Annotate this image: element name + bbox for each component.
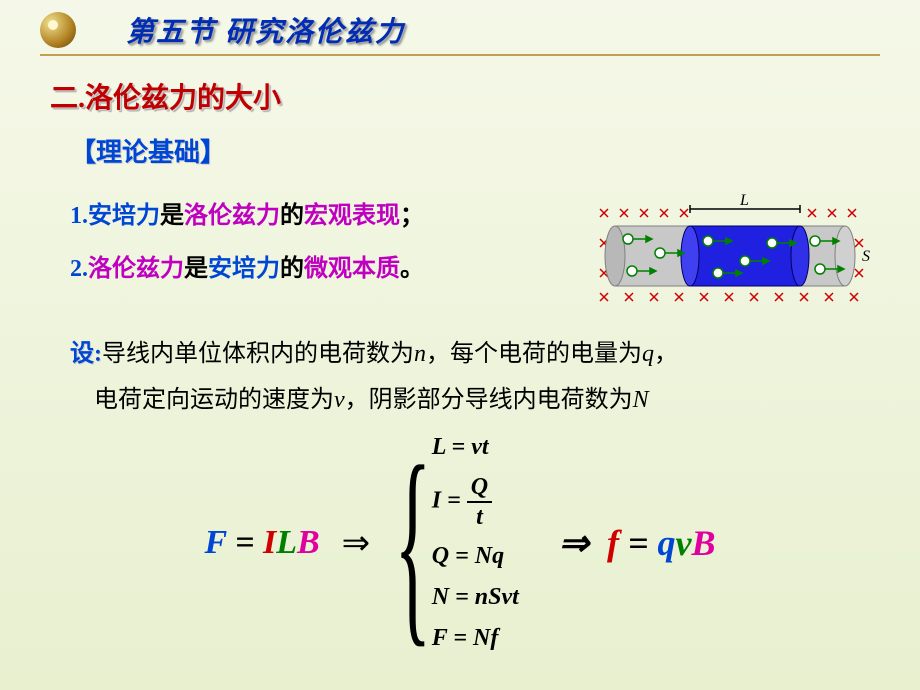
slide-header: 第五节 研究洛伦兹力 bbox=[40, 10, 880, 56]
eq-4: N = nSvt bbox=[432, 584, 519, 611]
eq-5: F = Nf bbox=[432, 625, 519, 652]
eq-2: I = Qt bbox=[432, 475, 519, 529]
p1-num: 1. bbox=[70, 203, 88, 229]
p2-d: 的 bbox=[280, 256, 304, 282]
p2-a: 洛伦兹力 bbox=[88, 256, 184, 282]
p1-e: 宏观表现 bbox=[304, 203, 400, 229]
eq-1: L = vt bbox=[432, 434, 519, 461]
wire-diagram: L S bbox=[590, 185, 880, 316]
p2-num: 2. bbox=[70, 256, 88, 282]
section-subheading: 【理论基础】 bbox=[70, 132, 880, 169]
p1-b: 是 bbox=[160, 203, 184, 229]
rhs-formula: ⇒ f = qvB bbox=[559, 522, 716, 564]
setup-label: 设: bbox=[70, 341, 102, 367]
p1-c: 洛伦兹力 bbox=[184, 203, 280, 229]
logo-icon bbox=[40, 12, 76, 48]
section-heading: 二.洛伦兹力的大小 bbox=[50, 76, 880, 116]
equation-list: L = vt I = Qt Q = Nq N = nSvt F = Nf bbox=[432, 434, 519, 652]
point-2: 2.洛伦兹力是安培力的微观本质。 bbox=[70, 248, 590, 291]
s-label: S bbox=[862, 248, 870, 265]
p2-b: 是 bbox=[184, 256, 208, 282]
eq-3: Q = Nq bbox=[432, 543, 519, 570]
lhs-formula: F = ILB bbox=[205, 524, 320, 562]
l-label: L bbox=[739, 192, 749, 209]
point-1: 1.安培力是洛伦兹力的宏观表现； bbox=[70, 195, 590, 238]
p2-c: 安培力 bbox=[208, 256, 280, 282]
p1-d: 的 bbox=[280, 203, 304, 229]
brace-icon: { bbox=[394, 433, 431, 653]
p2-f: 。 bbox=[400, 256, 424, 282]
slide-title: 第五节 研究洛伦兹力 bbox=[126, 10, 405, 50]
p2-e: 微观本质 bbox=[304, 256, 400, 282]
p1-a: 安培力 bbox=[88, 203, 160, 229]
derivation-block: F = ILB ⇒ { L = vt I = Qt Q = Nq N = nSv… bbox=[40, 433, 880, 653]
arrow-1: ⇒ bbox=[342, 523, 371, 563]
p1-f: ； bbox=[400, 203, 424, 229]
setup-text: 设:导线内单位体积内的电荷数为n，每个电荷的电量为q， 电荷定向运动的速度为v，… bbox=[70, 332, 880, 423]
